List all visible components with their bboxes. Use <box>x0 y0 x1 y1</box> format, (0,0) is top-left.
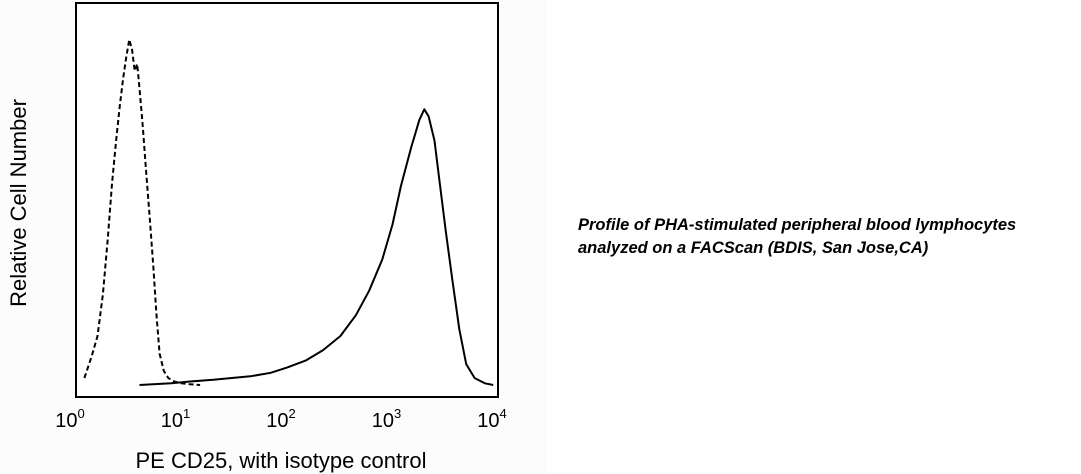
plot-frame <box>75 2 499 398</box>
x-axis-title: PE CD25, with isotype control <box>135 448 426 473</box>
y-axis-title: Relative Cell Number <box>6 99 31 307</box>
x-tick-label: 102 <box>266 406 295 432</box>
histogram-series-1 <box>83 38 201 386</box>
x-tick-layer: 100 101 102 103 104 <box>55 406 506 432</box>
figure-caption: Profile of PHA-stimulated peripheral blo… <box>578 214 1078 260</box>
x-tick-label: 103 <box>372 406 401 432</box>
histogram-series-2 <box>139 108 494 386</box>
caption-line-1: Profile of PHA-stimulated peripheral blo… <box>578 216 1017 234</box>
x-tick-label: 100 <box>55 406 84 432</box>
histogram-chart: 100 101 102 103 104 PE CD25, with isotype co… <box>6 2 507 473</box>
x-tick-label: 104 <box>477 406 506 432</box>
caption-line-2: analyzed on a FACScan (BDIS, San Jose,CA… <box>578 239 929 257</box>
x-tick-label: 101 <box>161 406 190 432</box>
figure-panel: 100 101 102 103 104 PE CD25, with isotype co… <box>6 2 507 473</box>
series-layer <box>83 38 494 386</box>
